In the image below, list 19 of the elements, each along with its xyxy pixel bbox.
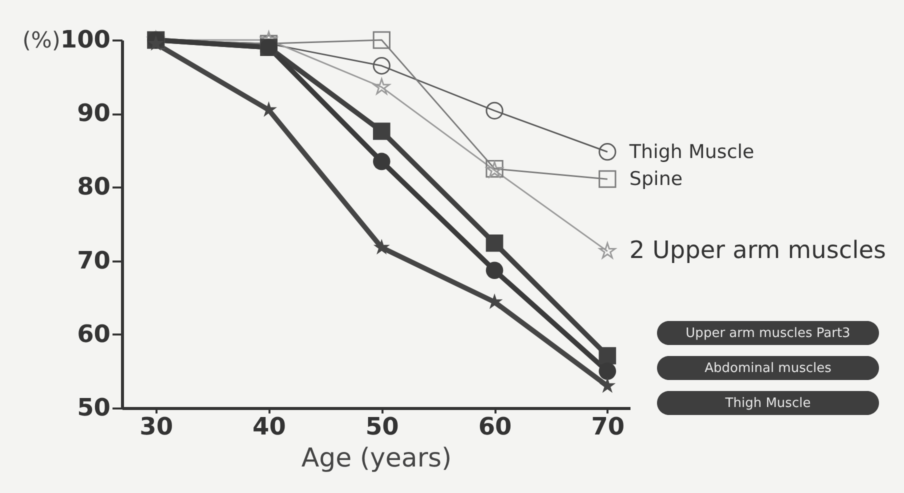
- x-tick-label: 50: [365, 412, 399, 440]
- x-tick-label: 70: [591, 412, 625, 440]
- text: Upper arm muscles Part3: [686, 326, 850, 341]
- x-axis-title: Age (years): [301, 444, 452, 474]
- y-tick-label: 70: [77, 246, 110, 274]
- series-label: 2 Upper arm muscles: [629, 236, 886, 264]
- y-tick-label: 50: [77, 394, 110, 422]
- y-tick-label: 80: [77, 172, 110, 201]
- x-tick-label: 40: [252, 412, 286, 440]
- y-tick-label: 100: [60, 26, 110, 54]
- x-tick-label: 60: [478, 412, 512, 440]
- series-label: Spine: [629, 168, 683, 190]
- x-tick-label: 30: [140, 412, 174, 440]
- y-axis-title: (%): [22, 28, 60, 54]
- series-label: Thigh Muscle: [628, 140, 754, 163]
- y-tick-label: 90: [77, 99, 110, 128]
- y-tick-label: 60: [77, 320, 110, 348]
- text: Thigh Muscle: [724, 396, 811, 411]
- text: Abdominal muscles: [704, 361, 832, 376]
